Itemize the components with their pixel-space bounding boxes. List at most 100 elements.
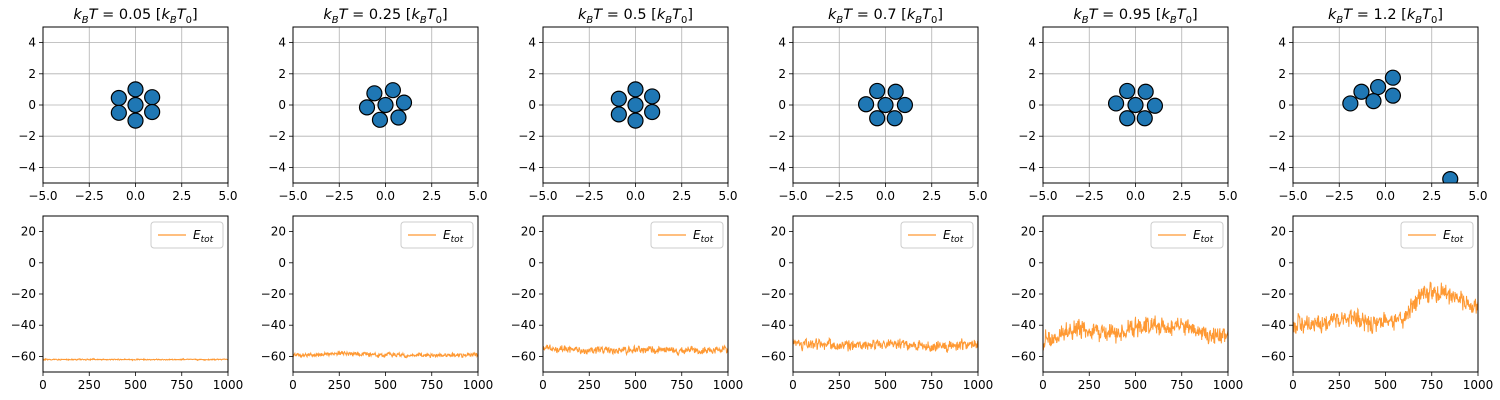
y-tick-label: 0 — [28, 256, 36, 270]
y-tick-label: −60 — [761, 349, 786, 363]
x-tick-label: 750 — [670, 378, 693, 392]
particle-point — [144, 103, 161, 121]
y-tick-label: 4 — [528, 36, 536, 50]
x-tick-label: 750 — [170, 378, 193, 392]
x-tick-label: 0.0 — [1376, 189, 1395, 203]
particle-point — [390, 109, 407, 126]
particle-point — [877, 96, 894, 114]
y-tick-label: −60 — [1261, 349, 1286, 363]
energy-series-line — [43, 357, 228, 362]
particle-point — [358, 99, 376, 116]
x-tick-label: 1000 — [213, 378, 244, 392]
y-tick-label: 2 — [778, 67, 786, 81]
particle-point — [644, 103, 661, 121]
panel-9: 0 250 500 750 1000 −60 −40 −20 0 20 Etot — [511, 215, 743, 392]
y-tick-label: 4 — [778, 36, 786, 50]
particle-point — [1146, 97, 1164, 114]
y-tick-label: −40 — [1011, 318, 1036, 332]
y-tick-label: −60 — [511, 349, 536, 363]
panel-title: kBT = 0.95 [kBT0] — [1073, 7, 1197, 26]
y-tick-label: 0 — [778, 256, 786, 270]
y-tick-label: −2 — [1018, 129, 1036, 143]
axes-frame — [792, 215, 979, 373]
x-tick-label: 500 — [124, 378, 147, 392]
x-tick-label: −5.0 — [1028, 189, 1057, 203]
x-tick-label: 250 — [828, 378, 851, 392]
y-tick-label: 2 — [528, 67, 536, 81]
panel-10: 0 250 500 750 1000 −60 −40 −20 0 20 Etot — [761, 215, 993, 392]
particle-point — [127, 81, 144, 98]
y-tick-label: 20 — [1271, 225, 1286, 239]
x-tick-label: 0.0 — [1126, 189, 1145, 203]
axes-frame — [1042, 215, 1229, 373]
particle-point — [1353, 83, 1370, 100]
y-tick-label: −4 — [268, 160, 286, 174]
x-tick-label: 1000 — [1213, 378, 1244, 392]
x-tick-label: 2.5 — [172, 189, 191, 203]
x-tick-label: −5.0 — [1278, 189, 1307, 203]
y-tick-label: −60 — [1011, 349, 1036, 363]
x-tick-label: −2.5 — [575, 189, 604, 203]
particle-point — [384, 82, 401, 99]
y-tick-label: 4 — [1278, 36, 1286, 50]
axes-frame — [1292, 215, 1479, 373]
x-tick-label: 5.0 — [718, 189, 737, 203]
legend-label: Etot — [693, 228, 714, 245]
y-tick-label: 0 — [528, 256, 536, 270]
x-tick-label: 250 — [328, 378, 351, 392]
y-tick-label: −60 — [261, 349, 286, 363]
panel-1: −5.0 −2.5 0.0 2.5 5.0 −4 −2 0 2 4 kBT = 0.05 [kBT0… — [18, 7, 237, 203]
x-tick-label: 0 — [39, 378, 47, 392]
y-tick-label: −4 — [18, 160, 36, 174]
legend-box — [1400, 221, 1474, 249]
particle-point — [144, 89, 161, 106]
energy-series-line — [1043, 315, 1228, 351]
y-tick-label: −2 — [18, 129, 36, 143]
y-tick-label: −40 — [761, 318, 786, 332]
particle-point — [869, 110, 886, 127]
legend-box — [400, 221, 474, 249]
y-tick-label: −20 — [761, 287, 786, 301]
y-tick-label: 20 — [521, 225, 536, 239]
x-tick-label: 5.0 — [218, 189, 237, 203]
x-tick-label: 5.0 — [1218, 189, 1237, 203]
panel-5: −5.0 −2.5 0.0 2.5 5.0 −4 −2 0 2 4 kBT = 0.95 [kBT0… — [1018, 7, 1237, 203]
y-tick-label: −40 — [511, 318, 536, 332]
x-tick-label: 250 — [78, 378, 101, 392]
panel-title: kBT = 0.5 [kBT0] — [578, 7, 693, 26]
y-tick-label: −2 — [268, 129, 286, 143]
x-tick-label: −2.5 — [75, 189, 104, 203]
legend-label: Etot — [943, 228, 964, 245]
y-tick-label: 2 — [1028, 67, 1036, 81]
x-tick-label: 0 — [1039, 378, 1047, 392]
particle-point — [1136, 110, 1153, 127]
y-tick-label: 20 — [21, 225, 36, 239]
y-tick-label: −2 — [768, 129, 786, 143]
particle-point — [1442, 171, 1459, 183]
particle-point — [896, 96, 914, 114]
y-tick-label: −4 — [768, 160, 786, 174]
x-tick-label: 5.0 — [468, 189, 487, 203]
y-tick-label: −2 — [1268, 129, 1286, 143]
x-tick-label: −5.0 — [778, 189, 807, 203]
x-tick-label: 250 — [1328, 378, 1351, 392]
x-tick-label: 750 — [920, 378, 943, 392]
particle-point — [1127, 96, 1144, 114]
x-tick-label: −5.0 — [278, 189, 307, 203]
x-tick-label: 1000 — [463, 378, 494, 392]
y-tick-label: 4 — [28, 36, 36, 50]
energy-series-line — [543, 344, 728, 357]
y-tick-label: 20 — [1021, 225, 1036, 239]
panel-title: kBT = 0.05 [kBT0] — [73, 7, 197, 26]
particle-point — [366, 85, 383, 102]
axes-frame — [542, 26, 729, 184]
axes-frame — [1042, 26, 1229, 184]
particle-point — [377, 96, 394, 114]
panel-title: kBT = 0.7 [kBT0] — [828, 7, 943, 26]
x-tick-label: 500 — [1374, 378, 1397, 392]
x-tick-label: 5.0 — [968, 189, 987, 203]
y-tick-label: 0 — [1278, 98, 1286, 112]
y-tick-label: −20 — [261, 287, 286, 301]
particle-point — [1365, 92, 1382, 110]
